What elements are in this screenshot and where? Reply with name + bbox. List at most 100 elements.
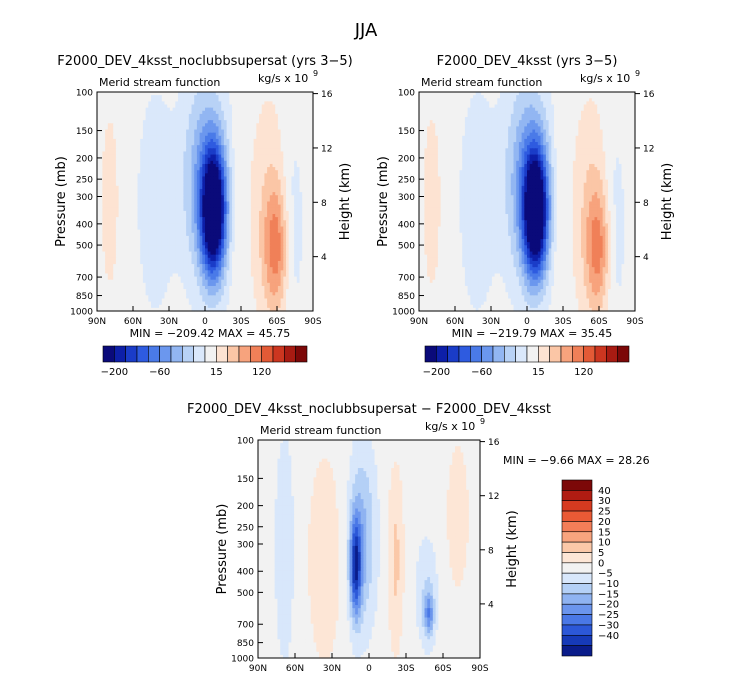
contour-cell: [199, 95, 203, 99]
contour-cell: [167, 104, 171, 109]
contour-cell: [118, 160, 122, 165]
contour-cell: [124, 195, 128, 199]
contour-cell: [105, 204, 109, 209]
contour-cell: [132, 132, 136, 137]
contour-cell: [250, 201, 255, 206]
contour-cell: [118, 173, 122, 178]
contour-cell: [280, 92, 284, 96]
contour-cell: [175, 101, 179, 106]
contour-cell: [299, 107, 303, 112]
contour-cell: [151, 107, 155, 112]
contour-cell: [110, 154, 114, 159]
contour-cell: [229, 151, 233, 156]
contour-cell: [248, 192, 252, 196]
contour-cell: [172, 201, 176, 206]
contour-cell: [272, 145, 276, 149]
contour-cell: [226, 135, 230, 140]
contour-cell: [240, 123, 244, 128]
contour-cell: [132, 145, 136, 149]
contour-cell: [148, 179, 152, 184]
contour-cell: [272, 192, 276, 196]
contour-cell: [196, 101, 201, 106]
contour-cell: [151, 167, 155, 171]
contour-cell: [218, 123, 222, 128]
contour-cell: [196, 188, 201, 193]
contour-cell: [223, 176, 228, 181]
contour-cell: [132, 173, 136, 178]
contour-cell: [167, 154, 171, 159]
contour-cell: [107, 132, 112, 137]
contour-cell: [221, 138, 225, 143]
contour-cell: [275, 176, 279, 181]
contour-cell: [191, 176, 195, 181]
contour-cell: [145, 157, 149, 162]
contour-cell: [277, 123, 282, 128]
contour-cell: [250, 92, 255, 96]
contour-cell: [134, 176, 139, 181]
contour-cell: [124, 129, 128, 134]
contour-cell: [302, 182, 306, 187]
contour-cell: [188, 154, 193, 159]
contour-cell: [264, 142, 268, 146]
contour-cell: [234, 129, 238, 134]
contour-cell: [118, 201, 122, 206]
contour-cell: [183, 179, 187, 184]
contour-cell: [218, 157, 222, 162]
contour-cell: [221, 135, 225, 140]
contour-cell: [237, 154, 241, 159]
contour-cell: [118, 129, 122, 134]
contour-cell: [261, 98, 265, 102]
contour-cell: [148, 154, 152, 159]
contour-cell: [178, 176, 182, 181]
contour-cell: [242, 170, 247, 174]
contour-cell: [145, 113, 149, 118]
contour-cell: [124, 148, 128, 153]
contour-cell: [140, 92, 144, 96]
contour-cell: [113, 167, 117, 171]
contour-cell: [261, 198, 265, 203]
contour-cell: [110, 176, 114, 181]
contour-cell: [180, 167, 184, 171]
contour-cell: [269, 176, 274, 181]
contour-cell: [126, 198, 130, 203]
contour-cell: [213, 101, 217, 106]
contour-cell: [250, 98, 255, 102]
contour-cell: [256, 148, 260, 153]
contour-cell: [145, 192, 149, 196]
contour-cell: [151, 176, 155, 181]
contour-cell: [296, 110, 301, 115]
contour-cell: [223, 107, 228, 112]
contour-cell: [167, 148, 171, 153]
contour-cell: [202, 104, 206, 109]
contour-cell: [186, 198, 190, 203]
contour-cell: [169, 126, 174, 131]
contour-cell: [153, 179, 157, 184]
contour-cell: [240, 110, 244, 115]
contour-cell: [107, 135, 112, 140]
contour-cell: [142, 138, 147, 143]
contour-cell: [156, 195, 160, 199]
contour-cell: [250, 138, 255, 143]
contour-cell: [172, 176, 176, 181]
contour-cell: [296, 126, 301, 131]
contour-cell: [242, 198, 247, 203]
contour-cell: [237, 176, 241, 181]
contour-cell: [304, 185, 309, 190]
contour-cell: [272, 167, 276, 171]
contour-cell: [199, 148, 203, 153]
contour-cell: [110, 170, 114, 174]
contour-cell: [126, 101, 130, 106]
contour-cell: [259, 157, 263, 162]
contour-cell: [286, 179, 290, 184]
contour-cell: [294, 151, 298, 156]
contour-cell: [242, 135, 247, 140]
contour-cell: [277, 160, 282, 165]
contour-cell: [110, 173, 114, 178]
contour-cell: [159, 101, 163, 106]
contour-cell: [210, 170, 214, 174]
contour-cell: [304, 110, 309, 115]
contour-cell: [261, 129, 265, 134]
contour-cell: [275, 138, 279, 143]
contour-cell: [199, 113, 203, 118]
contour-cell: [118, 132, 122, 137]
